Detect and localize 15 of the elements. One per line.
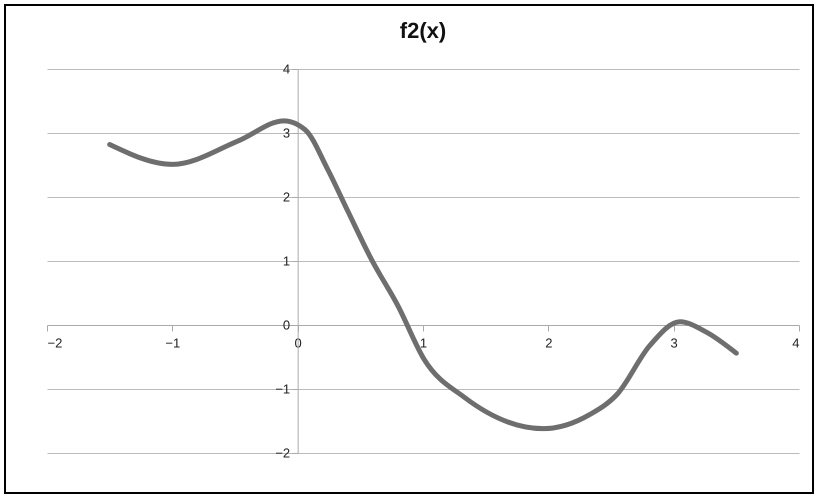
y-tick-label: 0 bbox=[282, 318, 290, 332]
y-tick-label: −2 bbox=[275, 446, 290, 460]
x-tick-label: 4 bbox=[792, 336, 800, 350]
x-tick-label: −1 bbox=[165, 336, 180, 350]
y-tick-label: 4 bbox=[282, 62, 290, 76]
y-tick-label: 1 bbox=[282, 254, 290, 268]
y-tick-label: −1 bbox=[275, 382, 290, 396]
y-tick-label: 3 bbox=[282, 126, 290, 140]
x-tick-label: 1 bbox=[420, 336, 428, 350]
chart-title: f2(x) bbox=[400, 18, 446, 43]
x-tick-label: 0 bbox=[294, 336, 302, 350]
y-tick-label: 2 bbox=[282, 190, 290, 204]
x-tick-label: 3 bbox=[670, 336, 678, 350]
x-tick-label: −2 bbox=[48, 336, 62, 350]
x-tick-label: 2 bbox=[545, 336, 552, 350]
